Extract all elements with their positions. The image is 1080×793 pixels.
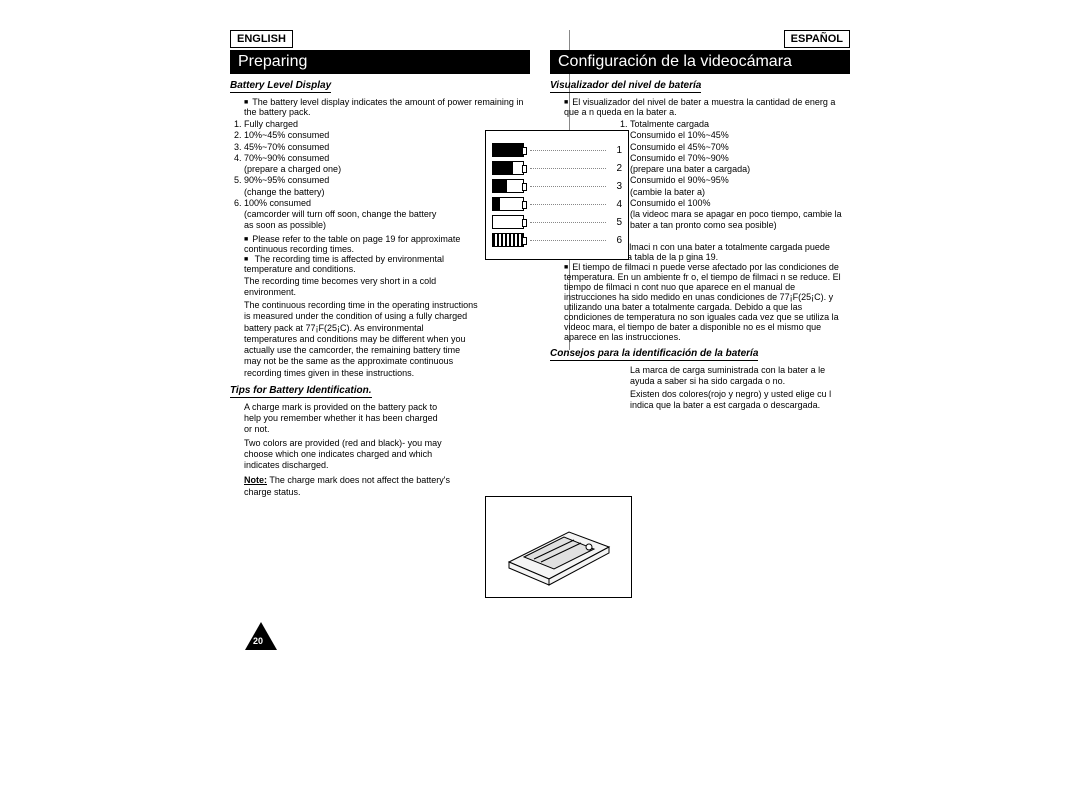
note-text: The charge mark does not affect the batt… [244, 475, 450, 496]
page-number: 20 [253, 636, 263, 646]
state-2-es: Consumido el 10%~45% [630, 130, 850, 141]
intro-text-right: El visualizador del nivel de bater a mue… [564, 97, 850, 117]
battery-icon-blink [492, 233, 524, 247]
battery-notes-left: Please refer to the table on page 19 for… [244, 234, 479, 379]
state-1: Fully charged [244, 119, 444, 130]
battery-states-left: Fully charged 10%~45% consumed 45%~70% c… [244, 119, 444, 232]
battery-row-2: 2 [492, 161, 622, 175]
state-5-es: Consumido el 90%~95%(cambie la bater a) [630, 175, 850, 198]
heading-battery-tips: Tips for Battery Identification. [230, 385, 530, 398]
tip1-right: La marca de carga suministrada con la ba… [630, 365, 850, 388]
state-1-es: Totalmente cargada [630, 119, 850, 130]
battery-icon-3bar [492, 161, 524, 175]
battery-level-diagram: 1 2 3 4 5 6 [485, 130, 629, 260]
state-2: 10%~45% consumed [244, 130, 444, 141]
section-title-left: Preparing [230, 50, 530, 74]
note-env-es: El tiempo de filmaci n puede verse afect… [564, 262, 850, 342]
intro-list-left: The battery level display indicates the … [244, 97, 530, 117]
state-5: 90%~95% consumed(change the battery) [244, 175, 444, 198]
battery-row-4: 4 [492, 197, 622, 211]
intro-list-right: El visualizador del nivel de bater a mue… [564, 97, 850, 117]
battery-row-3: 3 [492, 179, 622, 193]
note-table-ref: Please refer to the table on page 19 for… [244, 234, 479, 254]
note-env: The recording time is affected by enviro… [244, 254, 479, 379]
manual-page: ENGLISH Preparing Battery Level Display … [230, 30, 850, 500]
battery-states-right: Totalmente cargada Consumido el 10%~45% … [630, 119, 850, 232]
intro-text-left: The battery level display indicates the … [244, 97, 530, 117]
charger-svg [499, 507, 619, 587]
battery-charger-illustration [485, 496, 632, 598]
heading-battery-level: Battery Level Display [230, 80, 530, 93]
language-badge-english: ENGLISH [230, 30, 293, 48]
battery-icon-empty [492, 215, 524, 229]
battery-icon-full [492, 143, 524, 157]
battery-row-6: 6 [492, 233, 622, 247]
note-label: Note: [244, 475, 267, 485]
battery-row-5: 5 [492, 215, 622, 229]
heading-battery-level-es: Visualizador del nivel de batería [550, 80, 850, 93]
tip1-left: A charge mark is provided on the battery… [244, 402, 444, 436]
heading-battery-tips-es: Consejos para la identificación de la ba… [550, 348, 850, 361]
state-6-es: Consumido el 100%(la videoc mara se apag… [630, 198, 850, 232]
language-badge-spanish: ESPAÑOL [784, 30, 850, 48]
battery-icon-2bar [492, 179, 524, 193]
battery-row-1: 1 [492, 143, 622, 157]
column-spanish: ESPAÑOL Configuración de la videocámara … [540, 30, 850, 500]
tip2-right: Existen dos colores(rojo y negro) y uste… [630, 389, 850, 412]
state-3-es: Consumido el 45%~70% [630, 142, 850, 153]
note-row: Note: The charge mark does not affect th… [244, 475, 464, 498]
section-title-right: Configuración de la videocámara [550, 50, 850, 74]
battery-icon-1bar [492, 197, 524, 211]
state-6: 100% consumed(camcorder will turn off so… [244, 198, 444, 232]
state-3: 45%~70% consumed [244, 142, 444, 153]
column-english: ENGLISH Preparing Battery Level Display … [230, 30, 540, 500]
page-number-marker: 20 [245, 622, 277, 650]
tip2-left: Two colors are provided (red and black)-… [244, 438, 444, 472]
state-4: 70%~90% consumed(prepare a charged one) [244, 153, 444, 176]
state-4-es: Consumido el 70%~90%(prepare una bater a… [630, 153, 850, 176]
two-columns: ENGLISH Preparing Battery Level Display … [230, 30, 850, 500]
